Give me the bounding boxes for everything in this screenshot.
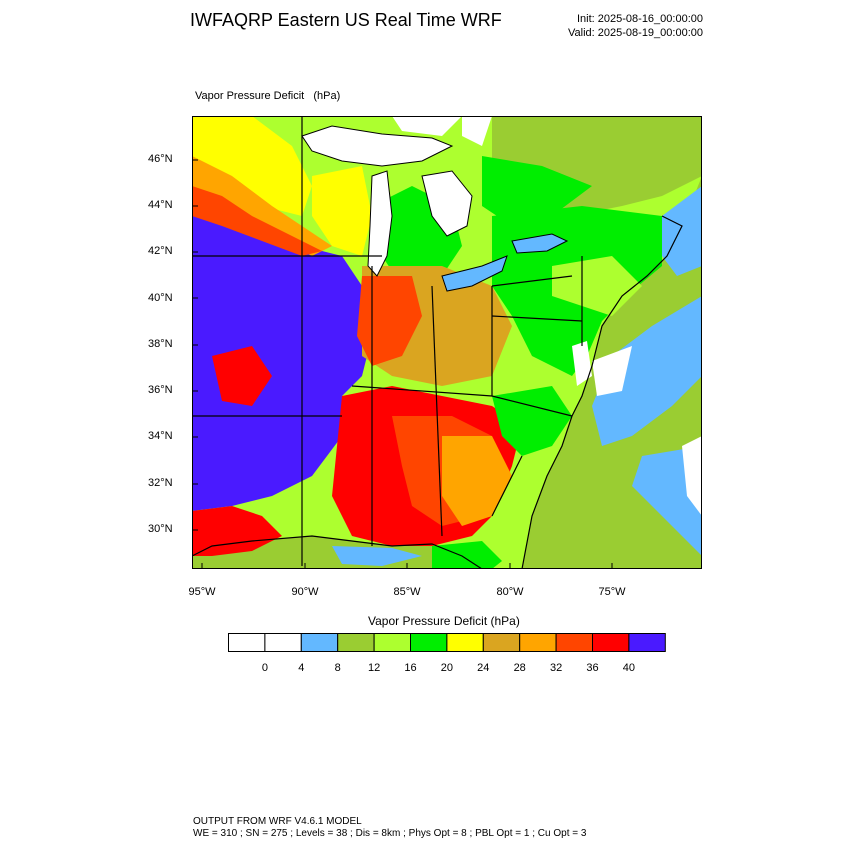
- colorbar-swatch: [264, 633, 302, 652]
- lake-huron: [421, 170, 473, 237]
- canada-green: [482, 156, 592, 226]
- colorbar-swatch: [628, 633, 666, 652]
- lon-label-95: 95°W: [188, 586, 216, 598]
- carolina-green: [492, 386, 572, 456]
- lon-label-75: 75°W: [598, 586, 626, 598]
- lat-label-44: 44°N: [148, 199, 173, 211]
- northeast-yellow: [552, 256, 642, 316]
- colorbar-swatch: [555, 633, 594, 652]
- state-borders: [192, 116, 583, 566]
- colorbar-label: 4: [298, 662, 305, 674]
- chesapeake-white: [572, 341, 592, 386]
- lat-label-30: 30°N: [148, 523, 173, 535]
- footer-model-line: OUTPUT FROM WRF V4.6.1 MODEL: [193, 816, 362, 827]
- ohio-valley-red: [357, 276, 422, 366]
- texas-red: [192, 506, 282, 556]
- colorbar-title: Vapor Pressure Deficit (hPa): [368, 614, 520, 628]
- colorbar-label: 12: [367, 662, 381, 674]
- upper-midwest-yellow: [192, 116, 312, 216]
- lon-label-90: 90°W: [291, 586, 319, 598]
- colorbar-label: 20: [440, 662, 454, 674]
- lake-erie: [441, 255, 508, 292]
- colorbar-swatch: [300, 633, 339, 652]
- footer-config-line: WE = 310 ; SN = 275 ; Levels = 38 ; Dis …: [193, 828, 587, 839]
- colorbar-swatch: [519, 633, 557, 652]
- colorbar-label: 40: [622, 662, 636, 674]
- colorbar-label: 0: [261, 662, 268, 674]
- figure-title: IWFAQRP Eastern US Real Time WRF: [190, 10, 502, 30]
- wisconsin-yellow: [312, 166, 372, 256]
- lat-label-36: 36°N: [148, 384, 173, 396]
- lat-label-32: 32°N: [148, 477, 173, 489]
- georgia-orange: [442, 436, 512, 526]
- atlantic-blue: [592, 296, 702, 446]
- colorbar-label: 8: [334, 662, 341, 674]
- vpd-map: [192, 116, 702, 569]
- gulf-coastline: [192, 535, 483, 569]
- lake-michigan: [367, 170, 393, 277]
- gulf-blue: [332, 546, 422, 566]
- colorbar-swatch: [592, 633, 630, 652]
- colorbar-label: 32: [549, 662, 563, 674]
- lat-label-34: 34°N: [148, 430, 173, 442]
- gulf-maine-blue: [662, 186, 702, 276]
- colorbar: [228, 633, 666, 652]
- valid-time: Valid: 2025-08-19_00:00:00: [568, 27, 703, 39]
- upper-midwest-orange: [192, 156, 332, 256]
- colorbar-swatch: [337, 633, 375, 652]
- upper-midwest-red: [192, 186, 322, 256]
- colorbar-label: 24: [477, 662, 490, 674]
- lat-label-42: 42°N: [148, 245, 173, 257]
- colorbar-label: 28: [513, 662, 526, 674]
- florida-green: [432, 541, 502, 569]
- ozarks-red: [212, 346, 272, 406]
- lat-label-46: 46°N: [148, 153, 173, 165]
- colorbar-label: 36: [586, 662, 599, 674]
- atlantic-white-2: [682, 436, 702, 516]
- colorbar-swatch: [228, 633, 266, 652]
- lake-superior-shore: [301, 125, 454, 167]
- colorbar-swatch: [446, 633, 484, 652]
- lake-superior: [302, 126, 452, 166]
- james-bay-white: [462, 116, 492, 146]
- lon-label-85: 85°W: [393, 586, 421, 598]
- lon-label-80: 80°W: [496, 586, 524, 598]
- lake-ontario: [511, 233, 569, 254]
- midwest-purple: [192, 176, 372, 511]
- init-time: Init: 2025-08-16_00:00:00: [577, 13, 703, 25]
- colorbar-swatch: [482, 633, 521, 652]
- lat-label-40: 40°N: [148, 292, 173, 304]
- canada-white: [392, 116, 462, 136]
- east-coastline: [521, 215, 683, 569]
- atlantic-white: [592, 346, 632, 396]
- colorbar-swatch: [373, 633, 412, 652]
- colorbar-label: 16: [404, 662, 417, 674]
- colorbar-swatch: [410, 633, 448, 652]
- atlantic-blue-2: [632, 446, 702, 556]
- lat-label-38: 38°N: [148, 338, 173, 350]
- plot-variable-label: Vapor Pressure Deficit (hPa): [195, 90, 341, 102]
